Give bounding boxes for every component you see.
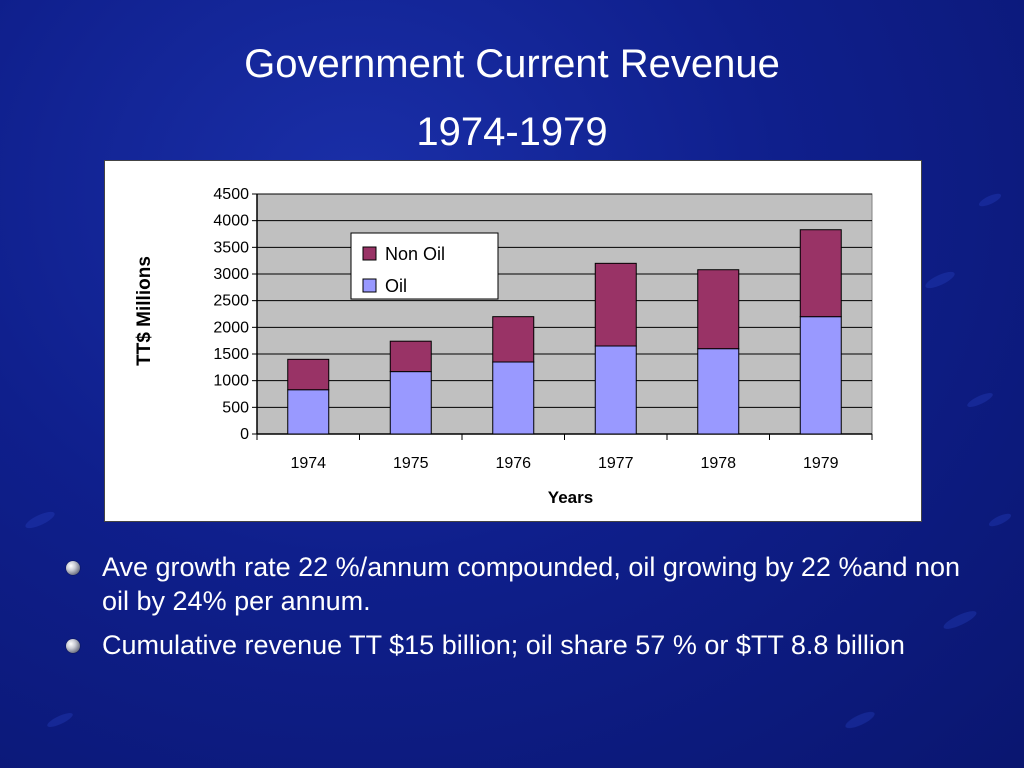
legend-swatch [362,246,377,261]
x-tick-label: 1975 [393,455,429,472]
x-tick-label: 1974 [290,455,326,472]
y-tick-label: 1000 [213,373,249,390]
y-tick-label: 1500 [213,346,249,363]
bar-oil [492,361,535,435]
bar-oil [389,371,432,435]
bar-non-oil [697,269,740,350]
bullet-list: Ave growth rate 22 %/annum compounded, o… [62,550,962,672]
y-tick-label: 3000 [213,266,249,283]
y-tick-label: 0 [240,426,249,443]
bar-non-oil [594,262,637,347]
bar-oil [799,316,842,435]
y-axis-title: TT$ Millions [134,256,155,366]
legend-swatch [362,278,377,293]
bullet-item: Cumulative revenue TT $15 billion; oil s… [62,628,962,662]
y-tick-label: 500 [222,399,249,416]
x-tick-label: 1977 [598,455,634,472]
bullet-text: Ave growth rate 22 %/annum compounded, o… [102,552,961,616]
y-tick-label: 3500 [213,239,249,256]
bullet-text: Cumulative revenue TT $15 billion; oil s… [102,630,905,660]
y-tick-label: 2500 [213,293,249,310]
legend-label: Oil [385,276,407,296]
x-axis-title: Years [548,488,593,507]
bullet-item: Ave growth rate 22 %/annum compounded, o… [62,550,962,618]
y-tick-label: 4000 [213,213,249,230]
stacked-bar-chart: 0 500 1000 1500 2000 2500 3000 3500 4000 4500 1974… [134,186,873,507]
bar-non-oil [287,358,330,391]
x-tick-label: 1978 [700,455,736,472]
bar-oil [287,389,330,435]
y-tick-label: 4500 [213,186,249,203]
bar-oil [697,348,740,435]
x-tick-label: 1976 [495,455,531,472]
chart-container: 0 500 1000 1500 2000 2500 3000 3500 4000 4500 1974… [104,160,922,522]
slide-title: Government Current Revenue [244,42,780,86]
slide-subtitle-years: 1974-1979 [416,110,608,154]
plot-area [256,193,873,435]
bar-non-oil [389,340,432,373]
bar-oil [594,345,637,435]
y-tick-label: 2000 [213,319,249,336]
bullet-icon [66,639,80,653]
bullet-icon [66,561,80,575]
bar-non-oil [492,316,535,363]
x-tick-label: 1979 [803,455,839,472]
bar-non-oil [799,229,842,318]
legend-label: Non Oil [385,244,445,264]
